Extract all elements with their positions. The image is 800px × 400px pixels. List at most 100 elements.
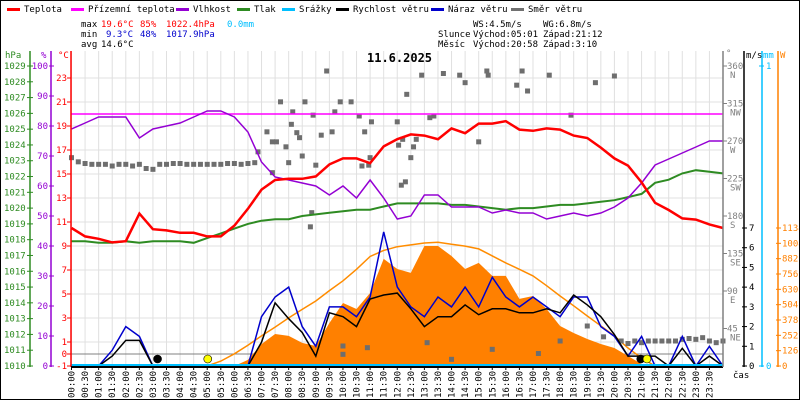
wind-tick-label: 7 bbox=[749, 224, 754, 234]
wind-direction-point bbox=[273, 139, 279, 145]
wind-direction-point bbox=[340, 351, 346, 357]
x-tick-label: 11:30 bbox=[380, 371, 390, 398]
wind-direction-point bbox=[294, 130, 300, 136]
humidity-tick-label: 70 bbox=[37, 152, 48, 162]
x-tick-label: 18:30 bbox=[570, 371, 580, 398]
x-tick-label: 02:00 bbox=[122, 371, 132, 398]
wind-direction-point bbox=[264, 129, 270, 135]
wind-direction-point bbox=[96, 161, 102, 167]
wind-direction-point bbox=[431, 113, 437, 119]
direction-tick-label: 180 bbox=[727, 212, 743, 222]
temperature-tick-label: 1 bbox=[62, 338, 67, 348]
max-humidity: 85% bbox=[140, 20, 157, 30]
direction-compass-label: E bbox=[730, 296, 735, 306]
wind-direction-point bbox=[290, 109, 296, 115]
wind-direction-point bbox=[400, 136, 406, 142]
humidity-axis-unit: % bbox=[41, 51, 47, 61]
x-tick-label: 21:30 bbox=[651, 371, 661, 398]
solar-tick-label: 126 bbox=[782, 347, 798, 357]
wind-speed-max: WS:4.5m/s bbox=[473, 20, 522, 30]
wind-direction-point bbox=[340, 343, 346, 349]
wind-direction-point bbox=[693, 336, 699, 342]
wind-direction-point bbox=[632, 338, 638, 344]
wind-direction-point bbox=[116, 161, 122, 167]
wind-direction-point bbox=[485, 72, 491, 78]
wind-direction-point bbox=[177, 161, 183, 166]
wind-direction-point bbox=[546, 72, 552, 78]
wind-direction-point bbox=[150, 166, 156, 172]
wind-direction-point bbox=[462, 80, 468, 86]
x-tick-label: 20:00 bbox=[610, 371, 620, 398]
direction-compass-label: SE bbox=[730, 259, 741, 269]
direction-tick-label: 225 bbox=[727, 175, 743, 185]
legend-label: Vlhkost bbox=[193, 5, 231, 15]
x-tick-label: 15:00 bbox=[475, 371, 485, 398]
wind-direction-point bbox=[211, 161, 217, 167]
x-tick-label: 08:30 bbox=[298, 371, 308, 398]
wind-direction-point bbox=[700, 335, 706, 341]
wind-direction-point bbox=[82, 161, 88, 166]
temperature-tick-label: 3 bbox=[62, 314, 67, 324]
wind-direction-point bbox=[329, 129, 335, 135]
wind-direction-point bbox=[197, 161, 203, 167]
chart-title: 11.6.2025 bbox=[367, 51, 433, 65]
rain-total: 0.0mm bbox=[227, 20, 255, 30]
legend-item-1: Přízemní teplota bbox=[71, 5, 175, 15]
legend-label: Rychlost větru bbox=[353, 5, 429, 15]
humidity-tick-label: 10 bbox=[37, 332, 48, 342]
x-axis-label: čas bbox=[733, 371, 750, 381]
pressure-tick-label: 1014 bbox=[4, 299, 26, 309]
x-tick-label: 06:00 bbox=[230, 371, 240, 398]
x-tick-label: 11:00 bbox=[366, 371, 376, 398]
pressure-tick-label: 1027 bbox=[4, 94, 26, 104]
x-tick-label: 22:00 bbox=[665, 371, 675, 398]
humidity-tick-label: 90 bbox=[37, 92, 48, 102]
wind-direction-point bbox=[136, 161, 142, 167]
legend-item-6: Náraz větru bbox=[431, 5, 508, 15]
wind-direction-point bbox=[286, 160, 292, 166]
x-tick-label: 19:00 bbox=[583, 371, 593, 398]
direction-tick-label: 315 bbox=[727, 100, 743, 110]
legend-swatch bbox=[282, 8, 295, 11]
wind-direction-point bbox=[713, 340, 719, 346]
wind-direction-point bbox=[449, 356, 455, 362]
temperature-tick-label: 0 bbox=[62, 350, 67, 360]
wind-tick-label: 2 bbox=[749, 323, 754, 333]
pressure-tick-label: 1013 bbox=[4, 315, 26, 325]
wind-direction-point bbox=[368, 119, 374, 125]
x-tick-label: 03:30 bbox=[163, 371, 173, 398]
humidity-tick-label: 20 bbox=[37, 302, 48, 312]
wind-direction-point bbox=[218, 161, 224, 167]
pressure-tick-label: 1012 bbox=[4, 330, 26, 340]
temperature-tick-label: 9 bbox=[62, 242, 67, 252]
legend-label: Teplota bbox=[24, 5, 62, 15]
x-tick-label: 06:30 bbox=[244, 371, 254, 398]
temperature-tick-label: 19 bbox=[56, 122, 67, 132]
pressure-tick-label: 1026 bbox=[4, 109, 26, 119]
x-tick-label: 00:30 bbox=[81, 371, 91, 398]
direction-tick-label: 270 bbox=[727, 137, 743, 147]
wind-tick-label: 0 bbox=[749, 362, 754, 372]
legend-swatch bbox=[7, 8, 20, 11]
direction-tick-label: 45 bbox=[727, 325, 738, 335]
x-tick-label: 05:00 bbox=[203, 371, 213, 398]
temperature-axis-unit: °C bbox=[58, 51, 69, 61]
x-tick-label: 07:00 bbox=[258, 371, 268, 398]
legend-item-4: Srážky bbox=[282, 5, 332, 15]
wind-direction-point bbox=[404, 91, 410, 97]
wind-direction-point bbox=[184, 161, 190, 167]
moon-label: Měsíc bbox=[438, 40, 466, 50]
wind-direction-point bbox=[170, 161, 176, 166]
legend-label: Náraz větru bbox=[448, 5, 508, 15]
wind-direction-point bbox=[157, 161, 163, 167]
wind-direction-point bbox=[672, 338, 678, 344]
direction-compass-label: W bbox=[730, 146, 736, 156]
wind-direction-point bbox=[394, 119, 400, 125]
wind-direction-point bbox=[666, 338, 672, 344]
wind-direction-point bbox=[592, 80, 598, 86]
legend-swatch bbox=[431, 8, 444, 11]
sunrise-marker bbox=[203, 354, 213, 364]
min-label: min bbox=[81, 30, 98, 40]
direction-compass-label: NW bbox=[730, 109, 741, 119]
wind-direction-point bbox=[278, 99, 284, 105]
